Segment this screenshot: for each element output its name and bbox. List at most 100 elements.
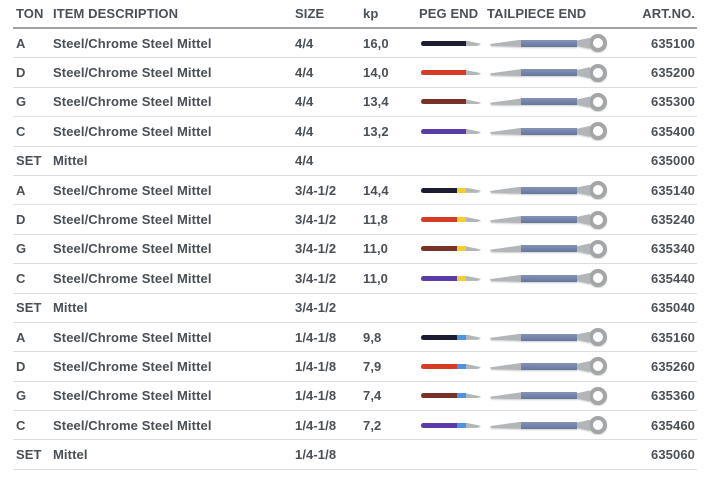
art-no-cell: 635040 bbox=[651, 300, 695, 316]
art-no-cell: 635000 bbox=[651, 153, 695, 169]
tailpiece-cell bbox=[487, 33, 635, 53]
kp-cell: 14,4 bbox=[363, 182, 389, 198]
tailpiece-string-cone bbox=[577, 272, 590, 284]
size-cell: 3/4-1/2 bbox=[295, 270, 337, 286]
tailpiece-cell bbox=[487, 63, 635, 83]
column-header-peg-end: PEG END bbox=[419, 6, 479, 21]
description-cell: Steel/Chrome Steel Mittel bbox=[53, 182, 212, 198]
column-header-kp: kp bbox=[363, 6, 379, 21]
size-cell: 4/4 bbox=[295, 35, 314, 51]
art-no-cell: 635160 bbox=[651, 329, 695, 345]
size-cell: 4/4 bbox=[295, 123, 314, 139]
size-cell: 4/4 bbox=[295, 65, 314, 81]
tailpiece-ball-end-ring bbox=[589, 122, 607, 141]
size-cell: 4/4 bbox=[295, 153, 314, 169]
tailpiece-cell bbox=[487, 268, 635, 288]
peg-string-band-segment bbox=[457, 187, 466, 193]
tailpiece-ball-end-ring bbox=[589, 328, 607, 347]
peg-string-tip bbox=[466, 275, 481, 281]
peg-end-cell bbox=[419, 128, 487, 134]
description-cell: Steel/Chrome Steel Mittel bbox=[53, 35, 212, 51]
peg-string-band-segment bbox=[457, 393, 466, 399]
description-cell: Steel/Chrome Steel Mittel bbox=[53, 329, 212, 345]
tailpiece-string-winding bbox=[521, 216, 577, 224]
peg-string-color-segment bbox=[421, 70, 466, 76]
tailpiece-string-winding bbox=[521, 69, 577, 77]
tailpiece-string-cone bbox=[577, 419, 590, 431]
kp-cell: 7,4 bbox=[363, 388, 382, 404]
tailpiece-ball-end-string-icon bbox=[490, 92, 635, 112]
tailpiece-string-taper bbox=[490, 245, 521, 253]
tailpiece-string-taper bbox=[490, 127, 521, 135]
tailpiece-string-cone bbox=[577, 67, 590, 79]
peg-end-cell bbox=[419, 393, 487, 399]
size-cell: 3/4-1/2 bbox=[295, 212, 337, 228]
column-header-tailpiece-end: TAILPIECE END bbox=[487, 6, 587, 21]
peg-end-cell bbox=[419, 217, 487, 223]
peg-string-tip bbox=[466, 187, 481, 193]
peg-string-color-segment bbox=[421, 334, 457, 340]
tailpiece-cell bbox=[487, 92, 635, 112]
tailpiece-cell bbox=[487, 121, 635, 141]
kp-cell: 11,0 bbox=[363, 241, 388, 257]
tailpiece-string-cone bbox=[577, 125, 590, 137]
peg-string-band-segment bbox=[457, 422, 466, 428]
tailpiece-string-winding bbox=[521, 392, 577, 400]
tailpiece-ball-end-ring bbox=[589, 181, 607, 200]
kp-cell: 11,8 bbox=[363, 212, 388, 228]
tailpiece-string-winding bbox=[521, 421, 577, 429]
tailpiece-ball-end-ring bbox=[589, 416, 607, 435]
description-cell: Mittel bbox=[53, 447, 88, 463]
description-cell: Steel/Chrome Steel Mittel bbox=[53, 241, 212, 257]
peg-end-string-icon bbox=[421, 217, 481, 223]
tailpiece-string-cone bbox=[577, 360, 590, 372]
table-row: SET Mittel 1/4-1/8 635060 bbox=[13, 440, 697, 470]
table-row: SET Mittel 3/4-1/2 635040 bbox=[13, 294, 697, 323]
tailpiece-cell bbox=[487, 327, 635, 347]
art-no-cell: 635060 bbox=[651, 447, 695, 463]
tailpiece-string-taper bbox=[490, 98, 521, 106]
table-row: C Steel/Chrome Steel Mittel 3/4-1/2 11,0… bbox=[13, 264, 697, 294]
ton-cell: C bbox=[16, 270, 26, 286]
peg-end-string-icon bbox=[421, 99, 481, 105]
column-header-size: SIZE bbox=[295, 6, 325, 21]
peg-string-tip bbox=[466, 99, 481, 105]
tailpiece-string-winding bbox=[521, 98, 577, 106]
peg-string-band-segment bbox=[457, 246, 466, 252]
size-cell: 3/4-1/2 bbox=[295, 300, 337, 316]
table-row: D Steel/Chrome Steel Mittel 1/4-1/8 7,9 … bbox=[13, 352, 697, 382]
ton-cell: D bbox=[16, 212, 26, 228]
tailpiece-string-cone bbox=[577, 96, 590, 108]
description-cell: Steel/Chrome Steel Mittel bbox=[53, 94, 212, 110]
tailpiece-string-cone bbox=[577, 243, 590, 255]
size-cell: 4/4 bbox=[295, 94, 314, 110]
size-cell: 1/4-1/8 bbox=[295, 358, 337, 374]
tailpiece-ball-end-ring bbox=[589, 239, 607, 258]
table-row: D Steel/Chrome Steel Mittel 3/4-1/2 11,8… bbox=[13, 205, 697, 235]
peg-string-tip bbox=[466, 246, 481, 252]
tailpiece-ball-end-ring bbox=[589, 63, 607, 82]
art-no-cell: 635140 bbox=[651, 182, 695, 198]
tailpiece-string-taper bbox=[490, 69, 521, 77]
tailpiece-ball-end-string-icon bbox=[490, 63, 635, 83]
kp-cell: 16,0 bbox=[363, 35, 389, 51]
tailpiece-ball-end-string-icon bbox=[490, 121, 635, 141]
description-cell: Mittel bbox=[53, 300, 88, 316]
peg-string-tip bbox=[466, 363, 481, 369]
size-cell: 3/4-1/2 bbox=[295, 241, 337, 257]
description-cell: Steel/Chrome Steel Mittel bbox=[53, 417, 212, 433]
tailpiece-string-taper bbox=[490, 362, 521, 370]
table-row: C Steel/Chrome Steel Mittel 1/4-1/8 7,2 … bbox=[13, 411, 697, 441]
tailpiece-string-cone bbox=[577, 37, 590, 49]
tailpiece-string-cone bbox=[577, 331, 590, 343]
peg-end-string-icon bbox=[421, 70, 481, 76]
tailpiece-string-cone bbox=[577, 184, 590, 196]
tailpiece-string-taper bbox=[490, 186, 521, 194]
peg-end-string-icon bbox=[421, 393, 481, 399]
peg-string-color-segment bbox=[421, 363, 457, 369]
peg-end-cell bbox=[419, 275, 487, 281]
ton-cell: G bbox=[16, 94, 27, 110]
peg-string-color-segment bbox=[421, 422, 457, 428]
art-no-cell: 635100 bbox=[651, 35, 695, 51]
column-header-art-no: ART.NO. bbox=[642, 6, 695, 21]
